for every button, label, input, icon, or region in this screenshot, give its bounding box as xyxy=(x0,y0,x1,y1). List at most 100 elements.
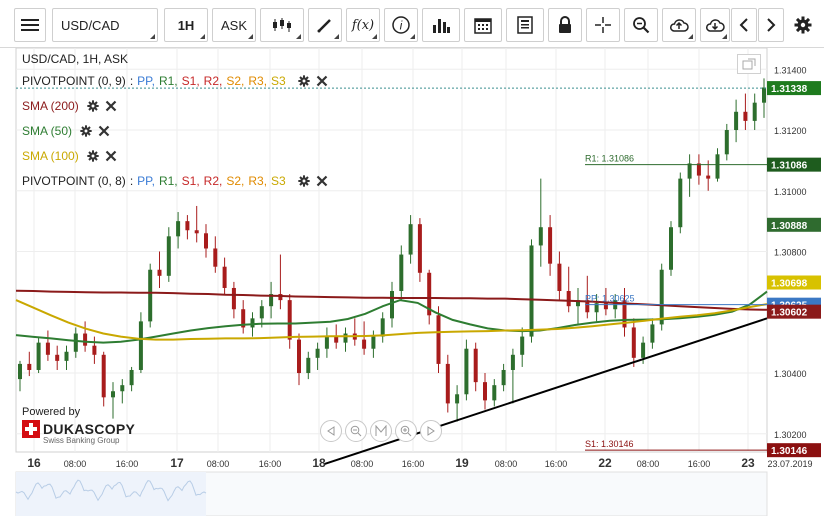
pivot-label: PP: 1.30625 xyxy=(585,294,635,304)
price-side-select[interactable]: ASK xyxy=(212,8,256,42)
indicator-settings-icon[interactable] xyxy=(298,75,310,87)
time-tick-label: 22 xyxy=(598,456,612,470)
candle-body xyxy=(678,178,683,228)
indicator-settings-icon[interactable] xyxy=(87,100,99,112)
brand-name: DUKASCOPY xyxy=(43,421,136,437)
zoom-button[interactable] xyxy=(624,8,658,42)
pivot-part: : xyxy=(129,174,134,188)
candle-body xyxy=(194,230,199,234)
pivot-part: S2, xyxy=(226,174,245,188)
price-label-box xyxy=(767,217,821,232)
candle-body xyxy=(222,266,227,288)
candle-body xyxy=(752,102,757,121)
price-tick-label: 1.30200 xyxy=(774,430,807,440)
candle-body xyxy=(603,303,608,310)
crosshair-button[interactable] xyxy=(586,8,620,42)
candle-body xyxy=(455,394,460,404)
upload-button[interactable] xyxy=(662,8,696,42)
time-tick-label: 16:00 xyxy=(545,459,568,469)
time-tick-label: 16:00 xyxy=(688,459,711,469)
price-label-text: 1.31086 xyxy=(771,161,808,172)
function-icon: f(x) xyxy=(351,17,375,33)
svg-text:i: i xyxy=(400,19,403,33)
candle-body xyxy=(538,227,543,246)
settings-button[interactable] xyxy=(788,8,818,42)
zoom-in-button[interactable] xyxy=(395,420,417,442)
nav-left-button[interactable] xyxy=(320,420,342,442)
time-tick-label: 08:00 xyxy=(351,459,374,469)
indicator-remove-icon[interactable] xyxy=(98,125,110,137)
indicator-pivot-8: PIVOTPOINT (0, 8) : PP, R1, S1, R2, S2, … xyxy=(22,173,328,189)
price-chart[interactable]: R1: 1.31086 PP: 1.30625 S1: 1.30146 1.31400… xyxy=(0,42,824,516)
indicator-name: SMA (100) xyxy=(22,149,79,163)
scroll-left-button[interactable] xyxy=(731,8,757,42)
brand-subtitle: Swiss Banking Group xyxy=(43,436,120,445)
candle-body xyxy=(743,111,748,121)
chart-type-button[interactable] xyxy=(260,8,304,42)
expand-button[interactable] xyxy=(737,54,761,74)
candle-body xyxy=(436,315,441,364)
time-tick-label: 18 xyxy=(312,456,326,470)
candle-body xyxy=(129,369,134,386)
symbol-select[interactable]: USD/CAD xyxy=(52,8,158,42)
indicator-remove-icon[interactable] xyxy=(316,75,328,87)
candle-body xyxy=(557,263,562,292)
triangle-left-icon xyxy=(327,426,335,436)
download-button[interactable] xyxy=(700,8,730,42)
lock-button[interactable] xyxy=(548,8,582,42)
draw-tool-button[interactable] xyxy=(308,8,342,42)
candle-body xyxy=(659,269,664,325)
candle-body xyxy=(390,291,394,319)
candle-body xyxy=(176,221,181,237)
indicator-settings-icon[interactable] xyxy=(80,125,92,137)
candle-body xyxy=(231,287,236,310)
indicator-remove-icon[interactable] xyxy=(316,175,328,187)
pivot-part: R3, xyxy=(248,74,268,88)
candle-body xyxy=(622,300,627,328)
info-button[interactable]: i xyxy=(384,8,418,42)
calendar-icon xyxy=(474,18,492,34)
volume-bars-icon xyxy=(433,19,450,33)
time-tick-label: 19 xyxy=(455,456,469,470)
document-icon xyxy=(517,16,533,34)
indicator-sma-100: SMA (100) xyxy=(22,148,117,164)
pivot-part: R3, xyxy=(248,174,268,188)
pivot-part: PP, xyxy=(137,174,155,188)
pivot-label: R1: 1.31086 xyxy=(585,154,634,164)
time-tick-label: 08:00 xyxy=(495,459,518,469)
volume-button[interactable] xyxy=(422,8,460,42)
candle-body xyxy=(669,227,673,270)
candle-body xyxy=(501,369,506,386)
candle-body xyxy=(566,291,571,307)
zoom-out-button[interactable] xyxy=(345,420,367,442)
pivot-part: S1, xyxy=(181,74,200,88)
candle-body xyxy=(687,163,692,179)
price-label-box xyxy=(767,157,821,172)
price-label-box xyxy=(767,304,821,319)
price-label-box xyxy=(767,275,821,290)
timeframe-select[interactable]: 1H xyxy=(164,8,208,42)
candle-body xyxy=(83,333,88,346)
candle-body xyxy=(101,354,106,398)
menu-button[interactable] xyxy=(14,8,46,42)
candle-body xyxy=(185,221,190,231)
chart-toolbar: USD/CAD 1H ASK f(x) i xyxy=(0,0,824,48)
candle-body xyxy=(334,336,339,343)
candle-body xyxy=(362,339,367,349)
calendar-button[interactable] xyxy=(464,8,502,42)
hamburger-icon xyxy=(21,19,39,31)
candle-body xyxy=(278,294,283,301)
indicator-settings-icon[interactable] xyxy=(298,175,310,187)
indicator-pivot-9: PIVOTPOINT (0, 9) : PP, R1, S1, R2, S2, … xyxy=(22,73,328,89)
swiss-cross-icon xyxy=(22,420,40,438)
scroll-right-button[interactable] xyxy=(758,8,784,42)
indicators-button[interactable]: f(x) xyxy=(346,8,380,42)
pivot-part: S1, xyxy=(181,174,200,188)
indicator-remove-icon[interactable] xyxy=(105,150,117,162)
zoom-reset-button[interactable] xyxy=(370,420,392,442)
indicator-settings-icon[interactable] xyxy=(87,150,99,162)
indicator-remove-icon[interactable] xyxy=(105,100,117,112)
report-button[interactable] xyxy=(506,8,544,42)
chart-area[interactable]: R1: 1.31086 PP: 1.30625 S1: 1.30146 1.31400… xyxy=(0,42,824,516)
nav-right-button[interactable] xyxy=(420,420,442,442)
